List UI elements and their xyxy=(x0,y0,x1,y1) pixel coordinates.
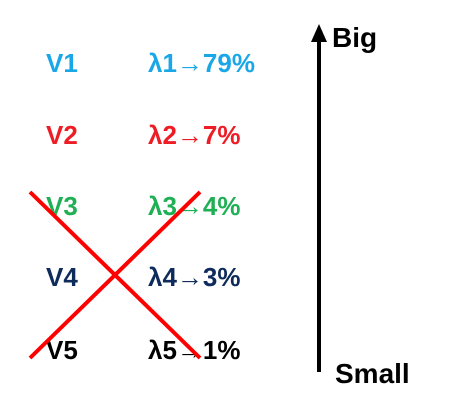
right-arrow-icon: → xyxy=(176,262,203,292)
scale-arrow xyxy=(311,24,327,372)
percentage-v1: 79% xyxy=(202,48,255,78)
right-arrow-icon: → xyxy=(176,48,203,78)
scale-label-small: Small xyxy=(335,358,410,389)
cross-line-up xyxy=(28,190,202,360)
vector-label-v3: V3 xyxy=(46,191,78,221)
lambda-label-v3: λ3 xyxy=(148,191,177,221)
percentage-v2: 7% xyxy=(202,120,241,150)
eigenvalue-v4: λ4→3% xyxy=(148,257,241,297)
percentage-v4: 3% xyxy=(202,262,241,292)
eigenvalue-v1: λ1→79% xyxy=(148,43,255,83)
row-v4: V4 λ4→3% xyxy=(0,257,300,297)
scale-label-big: Big xyxy=(332,22,378,53)
lambda-label-v1: λ1 xyxy=(148,48,177,78)
row-v3: V3 λ3→4% xyxy=(0,186,300,226)
lambda-label-v4: λ4 xyxy=(148,262,177,292)
right-arrow-icon: → xyxy=(176,120,203,150)
vector-label-v4: V4 xyxy=(46,262,78,292)
row-v1: V1 λ1→79% xyxy=(0,43,300,83)
eigenvalue-v2: λ2→7% xyxy=(148,115,241,155)
lambda-label-v5: λ5 xyxy=(148,335,177,365)
up-arrow-icon xyxy=(311,24,327,42)
vector-label-v2: V2 xyxy=(46,120,78,150)
row-v2: V2 λ2→7% xyxy=(0,115,300,155)
row-v5: V5 λ5→1% xyxy=(0,330,300,370)
vector-label-v5: V5 xyxy=(46,335,78,365)
percentage-v5: 1% xyxy=(202,335,241,365)
vector-label-v1: V1 xyxy=(46,48,78,78)
percentage-v3: 4% xyxy=(202,191,241,221)
lambda-label-v2: λ2 xyxy=(148,120,177,150)
